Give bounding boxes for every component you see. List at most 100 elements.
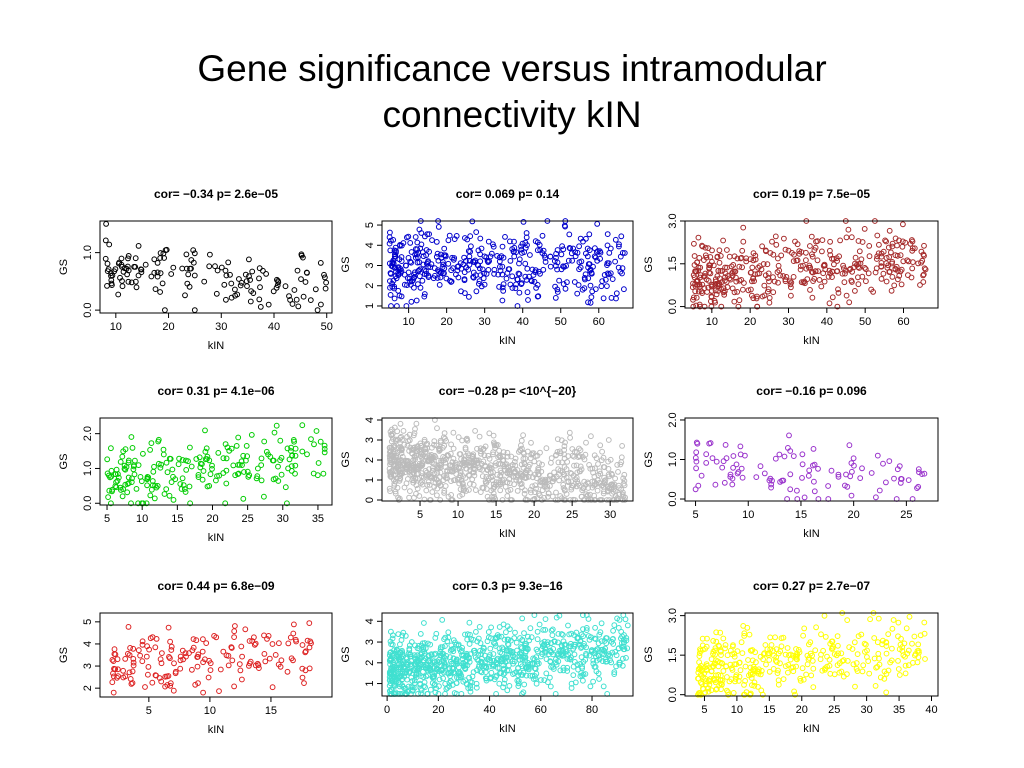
data-point xyxy=(200,659,206,666)
data-point xyxy=(441,663,447,670)
data-point xyxy=(722,274,728,281)
data-point xyxy=(420,674,427,680)
data-point xyxy=(717,680,724,687)
x-tick-label: 40 xyxy=(925,704,937,716)
data-point xyxy=(386,234,393,241)
data-point xyxy=(412,426,418,432)
data-point xyxy=(292,470,298,477)
data-point xyxy=(568,470,575,477)
data-point xyxy=(496,624,503,630)
data-point xyxy=(190,259,197,266)
data-point xyxy=(744,624,751,631)
data-point xyxy=(121,465,128,472)
data-point xyxy=(585,497,592,503)
x-tick-label: 10 xyxy=(402,316,414,328)
data-point xyxy=(223,455,230,462)
data-point xyxy=(723,279,730,285)
data-point xyxy=(915,260,922,267)
y-tick-label: 1.0 xyxy=(667,452,679,467)
data-point xyxy=(512,462,519,469)
data-point xyxy=(765,288,771,295)
data-point xyxy=(911,245,918,252)
data-point xyxy=(532,471,539,478)
data-point xyxy=(135,462,142,468)
data-point xyxy=(708,687,715,694)
data-point xyxy=(721,288,728,295)
data-point xyxy=(710,648,717,655)
data-point xyxy=(722,642,729,648)
data-point xyxy=(235,471,241,477)
data-point xyxy=(499,497,506,503)
data-point xyxy=(564,668,571,674)
data-point xyxy=(512,629,518,636)
data-point xyxy=(522,455,529,462)
data-point xyxy=(609,276,616,282)
data-point xyxy=(801,625,808,632)
data-point xyxy=(501,676,508,683)
data-point xyxy=(523,230,530,236)
data-point xyxy=(275,661,282,668)
data-point xyxy=(287,297,294,303)
data-point xyxy=(401,281,408,288)
data-point xyxy=(548,455,555,461)
data-point xyxy=(497,263,503,270)
data-point xyxy=(579,672,586,679)
data-point xyxy=(916,469,922,476)
data-point xyxy=(406,647,413,654)
y-tick-label: 4 xyxy=(364,618,376,624)
data-point xyxy=(139,658,146,665)
data-point xyxy=(594,477,601,484)
data-point xyxy=(398,672,405,679)
data-point xyxy=(386,260,393,267)
data-point xyxy=(286,293,292,299)
data-point xyxy=(125,459,132,466)
data-point xyxy=(445,260,452,267)
data-point xyxy=(248,288,255,294)
data-point xyxy=(543,445,550,452)
data-point xyxy=(609,636,616,643)
data-point xyxy=(816,277,823,283)
data-point xyxy=(236,661,243,667)
data-point xyxy=(920,272,927,279)
data-point xyxy=(154,273,161,280)
data-point xyxy=(573,629,580,636)
data-point xyxy=(450,666,457,672)
data-point xyxy=(177,665,184,672)
y-tick-label: 5 xyxy=(364,222,376,228)
data-point xyxy=(703,254,710,261)
data-point xyxy=(883,278,890,285)
x-tick-label: 80 xyxy=(586,704,598,716)
data-point xyxy=(420,253,427,260)
data-point xyxy=(220,648,227,655)
data-point xyxy=(400,428,407,434)
data-point xyxy=(233,443,240,449)
data-point xyxy=(534,282,541,288)
data-point xyxy=(827,247,833,254)
data-point xyxy=(895,276,901,283)
data-point xyxy=(500,621,507,628)
data-point xyxy=(402,633,409,639)
data-point xyxy=(917,282,923,288)
data-point xyxy=(568,478,575,485)
data-point xyxy=(108,445,114,452)
data-point xyxy=(257,304,264,310)
data-point xyxy=(461,276,468,282)
data-point xyxy=(183,251,190,258)
data-point xyxy=(491,493,498,500)
data-point xyxy=(476,265,483,272)
data-point xyxy=(699,681,705,687)
data-point xyxy=(600,490,607,497)
data-point xyxy=(433,239,440,245)
data-point xyxy=(699,243,706,250)
data-point xyxy=(570,672,577,678)
x-tick-label: 40 xyxy=(483,704,495,716)
data-point xyxy=(895,658,901,664)
data-point xyxy=(522,487,528,494)
data-point xyxy=(414,652,421,659)
data-point xyxy=(222,267,229,274)
data-point xyxy=(588,634,594,641)
x-tick-label: 30 xyxy=(277,513,289,525)
data-point xyxy=(300,293,307,300)
data-point xyxy=(439,264,446,270)
